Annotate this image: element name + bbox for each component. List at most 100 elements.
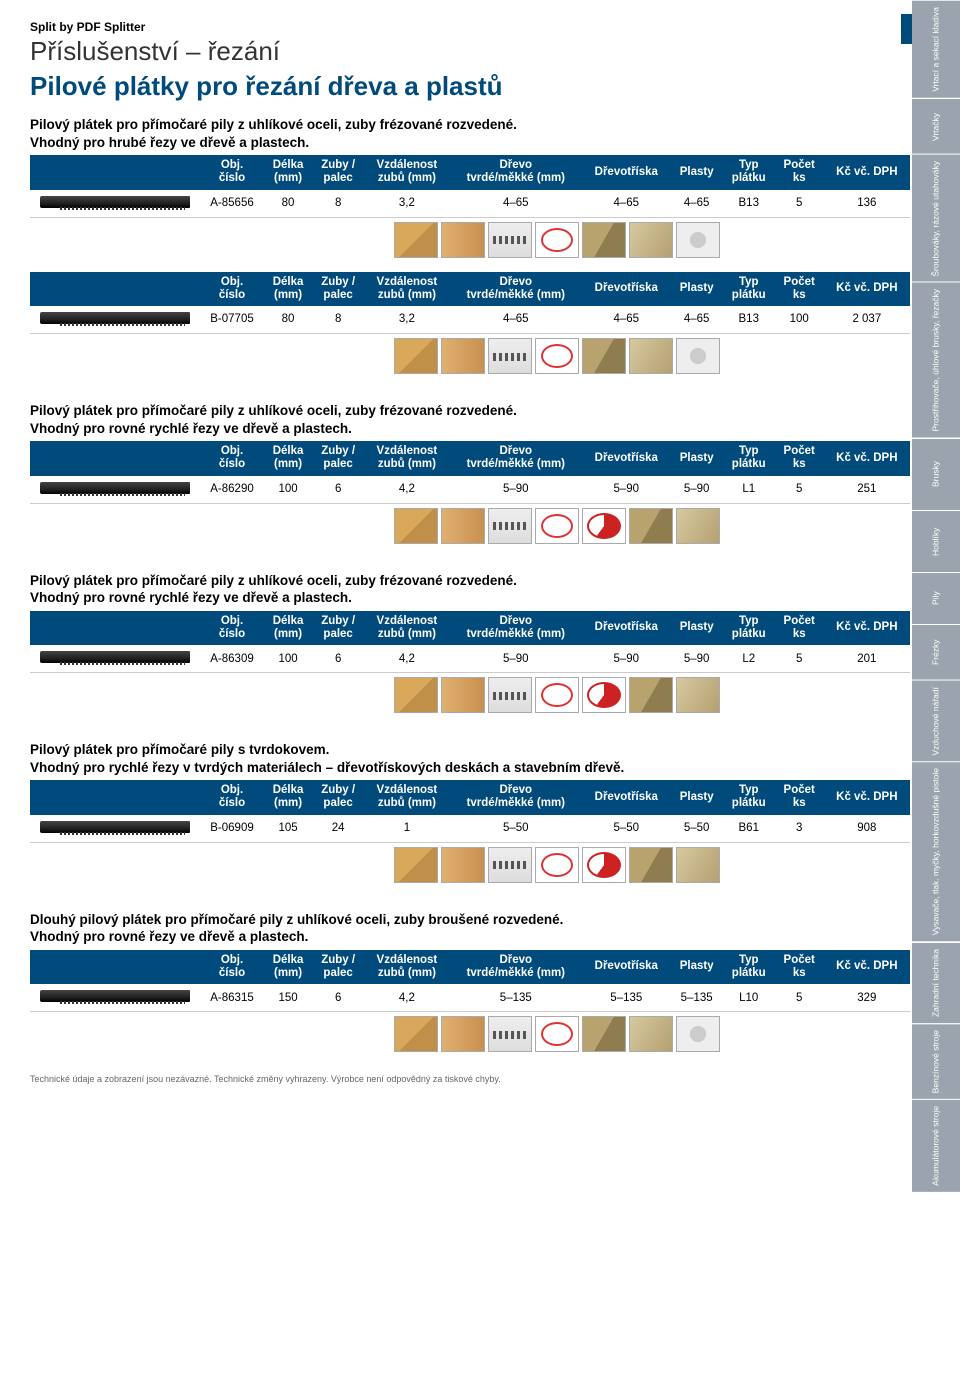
col-kc: Kč vč. DPH bbox=[824, 155, 910, 189]
side-tab[interactable]: Vzduchové nářadí bbox=[912, 680, 960, 762]
blade-image bbox=[40, 312, 190, 324]
side-tab[interactable]: Prostřihovače, úhlové brusky, řezačky bbox=[912, 282, 960, 438]
col-obj: Obj.číslo bbox=[200, 272, 264, 306]
col-delka: Délka(mm) bbox=[264, 780, 312, 814]
col-plasty: Plasty bbox=[671, 780, 723, 814]
product-description: Pilový plátek pro přímočaré pily z uhlík… bbox=[30, 572, 910, 607]
side-tab[interactable]: Brusky bbox=[912, 438, 960, 510]
col-pocet: Početks bbox=[775, 611, 824, 645]
col-typ: Typplátku bbox=[723, 780, 775, 814]
product-description: Pilový plátek pro přímočaré pily z uhlík… bbox=[30, 116, 910, 151]
col-vzdal: Vzdálenostzubů (mm) bbox=[364, 950, 449, 984]
table-row: B-077058083,24–654–654–65B131002 037 bbox=[30, 306, 910, 334]
side-tab[interactable]: Vrtací a sekací kladiva bbox=[912, 0, 960, 98]
col-drevotriska: Dřevotříska bbox=[582, 441, 671, 475]
panel1-icon bbox=[629, 508, 673, 544]
side-tab[interactable]: Benzínové stroje bbox=[912, 1023, 960, 1099]
col-delka: Délka(mm) bbox=[264, 950, 312, 984]
side-tab[interactable]: Šroubováky, rázové utahováky bbox=[912, 154, 960, 283]
blade-image bbox=[40, 196, 190, 208]
screw-icon bbox=[676, 1016, 720, 1052]
col-zuby: Zuby /palec bbox=[312, 950, 364, 984]
saw-icon bbox=[488, 222, 532, 258]
col-typ: Typplátku bbox=[723, 950, 775, 984]
cell-typ: B13 bbox=[723, 190, 775, 218]
cell-drevotriska: 5–135 bbox=[582, 984, 671, 1012]
cell-pocet: 5 bbox=[775, 476, 824, 504]
side-tab[interactable]: Pily bbox=[912, 572, 960, 624]
col-drevo: Dřevotvrdé/měkké (mm) bbox=[450, 950, 582, 984]
col-drevo: Dřevotvrdé/měkké (mm) bbox=[450, 155, 582, 189]
wood2-icon bbox=[441, 677, 485, 713]
cell-drevo: 5–50 bbox=[450, 815, 582, 843]
cell-plasty: 4–65 bbox=[671, 190, 723, 218]
icon-row bbox=[30, 1012, 910, 1062]
cell-typ: L1 bbox=[723, 476, 775, 504]
cell-delka: 105 bbox=[264, 815, 312, 843]
cell-obj: A-86309 bbox=[200, 645, 264, 673]
gauge-icon bbox=[582, 677, 626, 713]
cell-kc: 2 037 bbox=[824, 306, 910, 334]
side-tab[interactable]: Zahradní technika bbox=[912, 942, 960, 1023]
col-obj: Obj.číslo bbox=[200, 611, 264, 645]
product-table: Obj.čísloDélka(mm)Zuby /palecVzdálenostz… bbox=[30, 780, 910, 842]
side-tab[interactable]: Akumulátorové stroje bbox=[912, 1099, 960, 1192]
panel1-icon bbox=[629, 847, 673, 883]
gauge-icon bbox=[582, 847, 626, 883]
col-drevotriska: Dřevotříska bbox=[582, 272, 671, 306]
panel2-icon bbox=[629, 338, 673, 374]
cell-drevotriska: 5–50 bbox=[582, 815, 671, 843]
badge-icon bbox=[535, 1016, 579, 1052]
icon-row bbox=[30, 334, 910, 384]
col-vzdal: Vzdálenostzubů (mm) bbox=[364, 441, 449, 475]
product-description: Pilový plátek pro přímočaré pily z uhlík… bbox=[30, 402, 910, 437]
icon-row bbox=[30, 504, 910, 554]
col-delka: Délka(mm) bbox=[264, 441, 312, 475]
table-row: A-8629010064,25–905–905–90L15251 bbox=[30, 476, 910, 504]
product-table: Obj.čísloDélka(mm)Zuby /palecVzdálenostz… bbox=[30, 272, 910, 334]
product-description: Dlouhý pilový plátek pro přímočaré pily … bbox=[30, 911, 910, 946]
col-zuby: Zuby /palec bbox=[312, 780, 364, 814]
side-tab[interactable]: Vrtačky bbox=[912, 98, 960, 154]
cell-obj: B-06909 bbox=[200, 815, 264, 843]
col-obj: Obj.číslo bbox=[200, 155, 264, 189]
col-typ: Typplátku bbox=[723, 155, 775, 189]
cell-kc: 136 bbox=[824, 190, 910, 218]
badge-icon bbox=[535, 677, 579, 713]
wood1-icon bbox=[394, 222, 438, 258]
col-obj: Obj.číslo bbox=[200, 950, 264, 984]
col-plasty: Plasty bbox=[671, 611, 723, 645]
cell-pocet: 100 bbox=[775, 306, 824, 334]
col-plasty: Plasty bbox=[671, 155, 723, 189]
side-tab[interactable]: Vysavače, tlak. myčky, horkovzdušné pist… bbox=[912, 761, 960, 941]
cell-vzdal: 4,2 bbox=[364, 476, 449, 504]
cell-delka: 80 bbox=[264, 306, 312, 334]
side-tab[interactable]: Hoblíky bbox=[912, 510, 960, 572]
panel1-icon bbox=[629, 677, 673, 713]
cell-delka: 100 bbox=[264, 476, 312, 504]
col-plasty: Plasty bbox=[671, 950, 723, 984]
col-drevo: Dřevotvrdé/měkké (mm) bbox=[450, 441, 582, 475]
col-kc: Kč vč. DPH bbox=[824, 780, 910, 814]
panel2-icon bbox=[629, 1016, 673, 1052]
col-typ: Typplátku bbox=[723, 272, 775, 306]
wood1-icon bbox=[394, 677, 438, 713]
cell-delka: 80 bbox=[264, 190, 312, 218]
badge-icon bbox=[535, 222, 579, 258]
cell-kc: 329 bbox=[824, 984, 910, 1012]
col-delka: Délka(mm) bbox=[264, 272, 312, 306]
cell-vzdal: 4,2 bbox=[364, 984, 449, 1012]
col-drevo: Dřevotvrdé/měkké (mm) bbox=[450, 611, 582, 645]
col-zuby: Zuby /palec bbox=[312, 611, 364, 645]
panel2-icon bbox=[676, 847, 720, 883]
badge-icon bbox=[535, 508, 579, 544]
split-label: Split by PDF Splitter bbox=[30, 20, 910, 34]
footer-note: Technické údaje a zobrazení jsou nezávaz… bbox=[30, 1074, 910, 1084]
cell-delka: 150 bbox=[264, 984, 312, 1012]
side-tab[interactable]: Frézky bbox=[912, 624, 960, 680]
main-title: Pilové plátky pro řezání dřeva a plastů bbox=[30, 71, 910, 102]
col-obj: Obj.číslo bbox=[200, 780, 264, 814]
cell-drevo: 4–65 bbox=[450, 306, 582, 334]
product-description: Pilový plátek pro přímočaré pily s tvrdo… bbox=[30, 741, 910, 776]
cell-vzdal: 4,2 bbox=[364, 645, 449, 673]
